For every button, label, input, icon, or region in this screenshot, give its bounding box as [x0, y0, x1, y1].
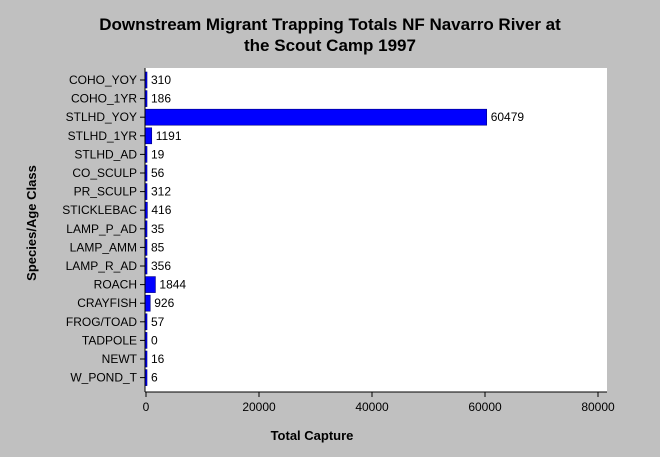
data-label-15: 16: [151, 352, 165, 366]
data-label-6: 312: [151, 185, 171, 199]
data-label-11: 1844: [159, 278, 186, 292]
category-label-12: CRAYFISH: [77, 296, 137, 310]
data-labels-layer: 310 186 60479 1191 19 56 312 416 35 85 356 1844 926 5…: [151, 73, 524, 385]
data-label-8: 35: [151, 222, 165, 236]
category-label-15: NEWT: [102, 352, 138, 366]
x-tick-label-1: 20000: [242, 400, 276, 414]
bar-2: [144, 108, 488, 126]
bar-3: [144, 127, 153, 145]
x-tick-label-2: 40000: [355, 400, 389, 414]
x-tick-label-0: 0: [143, 400, 150, 414]
category-label-0: COHO_YOY: [69, 73, 137, 87]
x-tick-label-4: 80000: [581, 400, 615, 414]
data-label-0: 310: [151, 73, 171, 87]
category-label-9: LAMP_AMM: [70, 240, 137, 254]
category-labels-layer: COHO_YOY COHO_1YR STLHD_YOY STLHD_1YR STLHD_…: [62, 73, 145, 385]
bar-11: [144, 276, 156, 293]
category-label-8: LAMP_P_AD: [66, 222, 137, 236]
y-axis-title: Species/Age Class: [24, 165, 39, 281]
category-label-1: COHO_1YR: [71, 92, 137, 106]
data-label-16: 6: [151, 371, 158, 385]
category-label-3: STLHD_1YR: [68, 129, 138, 143]
chart-title: Downstream Migrant Trapping Totals NF Na…: [0, 14, 660, 56]
category-label-14: TADPOLE: [82, 333, 137, 347]
x-tick-label-3: 60000: [468, 400, 502, 414]
category-label-6: PR_SCULP: [74, 185, 137, 199]
data-label-9: 85: [151, 240, 165, 254]
data-label-3: 1191: [156, 129, 182, 143]
data-label-10: 356: [151, 259, 171, 273]
x-axis-title: Total Capture: [271, 428, 354, 443]
chart-title-line-1: Downstream Migrant Trapping Totals NF Na…: [99, 15, 561, 34]
data-label-14: 0: [151, 333, 158, 347]
category-label-4: STLHD_AD: [74, 147, 137, 161]
data-label-7: 416: [151, 203, 171, 217]
category-label-11: ROACH: [94, 278, 137, 292]
data-label-12: 926: [154, 296, 174, 310]
data-label-13: 57: [151, 315, 165, 329]
category-label-13: FROG/TOAD: [66, 315, 137, 329]
data-label-1: 186: [151, 92, 171, 106]
data-label-2: 60479: [491, 110, 525, 124]
chart-title-line-2: the Scout Camp 1997: [244, 36, 416, 55]
data-label-5: 56: [151, 166, 165, 180]
bar-12: [144, 294, 151, 312]
category-label-2: STLHD_YOY: [66, 110, 137, 124]
category-label-5: CO_SCULP: [72, 166, 137, 180]
category-label-7: STICKLEBAC: [62, 203, 137, 217]
category-label-16: W_POND_T: [70, 371, 137, 385]
bars-layer: [144, 71, 488, 386]
data-label-4: 19: [151, 147, 165, 161]
category-label-10: LAMP_R_AD: [66, 259, 138, 273]
x-ticks-layer: 0 20000 40000 60000 80000: [143, 392, 615, 414]
